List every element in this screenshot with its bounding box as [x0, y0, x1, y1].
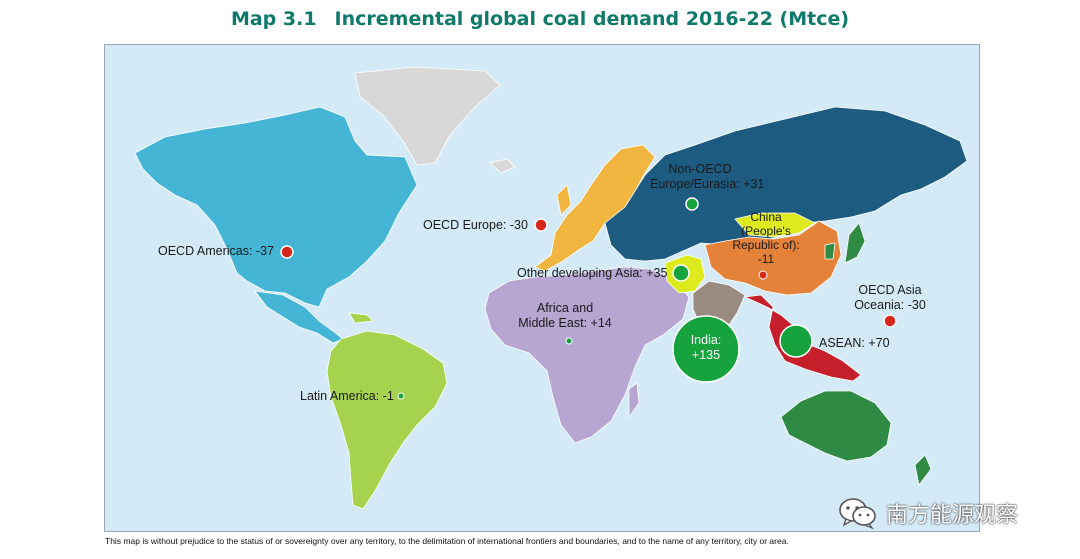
region-caribbean [348, 312, 374, 324]
region-mexico [254, 290, 344, 344]
region-australia [780, 390, 892, 462]
label-china-line2: (People's [741, 224, 791, 238]
label-india: India: +135 [676, 333, 736, 363]
label-india-line2: +135 [691, 348, 721, 362]
label-non-oecd-eurasia-line1: Non-OECD [668, 162, 732, 176]
label-china-line1: China [750, 210, 782, 224]
world-map [134, 66, 968, 510]
region-new-zealand [914, 454, 932, 486]
marker-china [758, 270, 768, 280]
region-africa-middle-east [484, 266, 690, 444]
label-china-line3: Republic of): [732, 238, 800, 252]
region-iceland [489, 158, 516, 174]
marker-non-oecd-eurasia [685, 197, 699, 211]
region-japan [844, 222, 866, 264]
label-oecd-europe: OECD Europe: -30 [423, 218, 528, 232]
watermark-text: 南方能源观察 [886, 503, 1019, 528]
region-china [704, 220, 842, 296]
watermark: 南方能源观察 [838, 496, 1018, 530]
label-oecd-asia-oceania: OECD Asia Oceania: -30 [850, 283, 930, 313]
region-madagascar [628, 382, 640, 419]
label-non-oecd-eurasia-line2: Europe/Eurasia: +31 [650, 177, 765, 191]
map-disclaimer: This map is without prejudice to the sta… [105, 536, 789, 546]
label-oecd-asia-oceania-line2: Oceania: -30 [854, 298, 926, 312]
label-asean: ASEAN: +70 [819, 336, 890, 350]
label-africa-me-line2: Middle East: +14 [518, 316, 612, 330]
label-africa-me: Africa and Middle East: +14 [515, 301, 615, 331]
marker-asean [779, 324, 813, 358]
region-mongolia [734, 212, 816, 238]
label-china: China (People's Republic of): -11 [721, 210, 811, 266]
region-uk [556, 184, 572, 216]
region-latin-america [326, 330, 448, 510]
marker-india [672, 315, 740, 383]
wechat-icon [839, 498, 876, 530]
label-oecd-americas: OECD Americas: -37 [158, 244, 275, 258]
map-title-text: Incremental global coal demand 2016-22 (… [334, 8, 850, 30]
region-oecd-americas [134, 106, 418, 308]
label-non-oecd-eurasia: Non-OECD Europe/Eurasia: +31 [650, 162, 765, 192]
region-greenland [354, 66, 501, 166]
marker-africa-me [565, 337, 573, 345]
label-africa-me-line1: Africa and [536, 301, 594, 315]
map-number: Map 3.1 [230, 8, 317, 30]
marker-oecd-asia-oceania [883, 314, 897, 328]
marker-oecd-europe [534, 218, 548, 232]
label-china-line4: -11 [757, 252, 775, 266]
region-asean [743, 294, 862, 382]
map-title: Map 3.1 Incremental global coal demand 20… [0, 8, 1080, 30]
label-latin-america: Latin America: -1 [300, 389, 394, 403]
marker-oecd-americas [280, 245, 294, 259]
region-oecd-europe [534, 144, 656, 272]
label-other-dev-asia: Other developing Asia: +35 [517, 266, 668, 280]
marker-latin-america [397, 392, 405, 400]
marker-other-dev-asia [672, 264, 690, 282]
label-oecd-asia-oceania-line1: OECD Asia [858, 283, 922, 297]
region-korea [824, 242, 836, 260]
label-india-line1: India: [690, 333, 722, 347]
region-non-oecd-eurasia [604, 106, 968, 262]
map-frame: OECD Americas: -37 Latin America: -1 OEC… [104, 44, 980, 532]
